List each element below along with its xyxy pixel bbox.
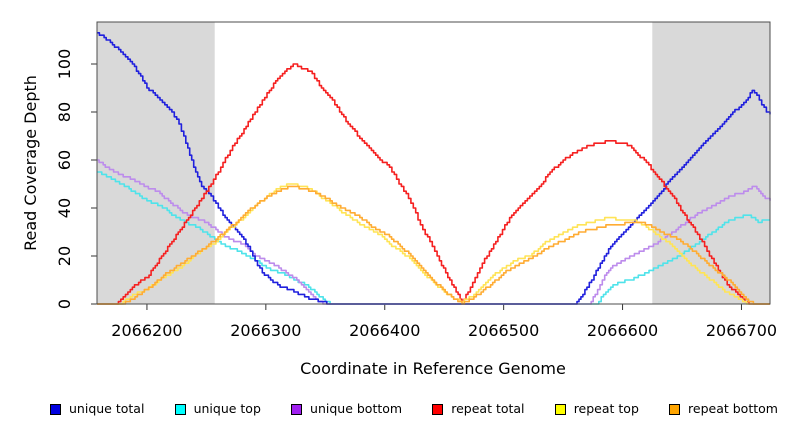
legend-swatch-repeat-total (432, 403, 444, 415)
legend-swatch-repeat-bottom (669, 403, 681, 415)
legend-item-unique-top: unique top (174, 400, 261, 416)
legend-label: repeat bottom (688, 400, 778, 416)
legend-label: repeat total (451, 400, 525, 416)
legend-label: unique bottom (310, 400, 403, 416)
shaded-region (97, 22, 215, 304)
series-line-unique-total (97, 31, 771, 305)
x-tick-label: 2066300 (230, 321, 301, 340)
legend-label: unique total (69, 400, 145, 416)
legend-swatch-unique-total (50, 403, 61, 415)
axes: 2066200 2066300 2066400 2066500 2066600 20667… (55, 49, 777, 340)
y-tick-label: 20 (55, 246, 74, 266)
shaded-region (652, 22, 770, 304)
legend-label: unique top (193, 400, 261, 416)
y-tick-label: 40 (55, 198, 74, 218)
plot-border (96, 21, 771, 305)
series-line-unique-bottom (97, 159, 771, 305)
y-tick-label: 0 (55, 299, 74, 309)
legend-item-unique-total: unique total (50, 400, 145, 416)
series-line-unique-top (97, 171, 770, 305)
series-line-repeat-top (97, 183, 770, 305)
x-axis-title: Coordinate in Reference Genome (300, 359, 566, 378)
legend-item-unique-bottom: unique bottom (291, 400, 403, 416)
y-axis-title: Read Coverage Depth (21, 75, 40, 251)
y-tick-label: 80 (55, 102, 74, 122)
series-lines (97, 31, 771, 305)
x-tick-label: 2066400 (349, 321, 420, 340)
series-line-repeat-total (97, 63, 770, 305)
legend-item-repeat-top: repeat top (554, 400, 639, 416)
x-tick-label: 2066700 (706, 321, 777, 340)
y-tick-label: 60 (55, 150, 74, 170)
legend-item-repeat-bottom: repeat bottom (669, 400, 778, 416)
legend-label: repeat top (573, 400, 639, 416)
x-tick-label: 2066600 (587, 321, 658, 340)
legend-item-repeat-total: repeat total (432, 400, 525, 416)
legend-swatch-unique-top (174, 403, 186, 415)
series-line-repeat-bottom (97, 185, 770, 305)
y-tick-label: 100 (55, 49, 74, 80)
x-tick-label: 2066200 (111, 321, 182, 340)
x-tick-label: 2066500 (468, 321, 539, 340)
repeat-shaded-regions (97, 22, 770, 304)
legend: unique total unique top unique bottom re… (50, 398, 778, 420)
legend-swatch-unique-bottom (291, 403, 303, 415)
legend-swatch-repeat-top (554, 403, 566, 415)
